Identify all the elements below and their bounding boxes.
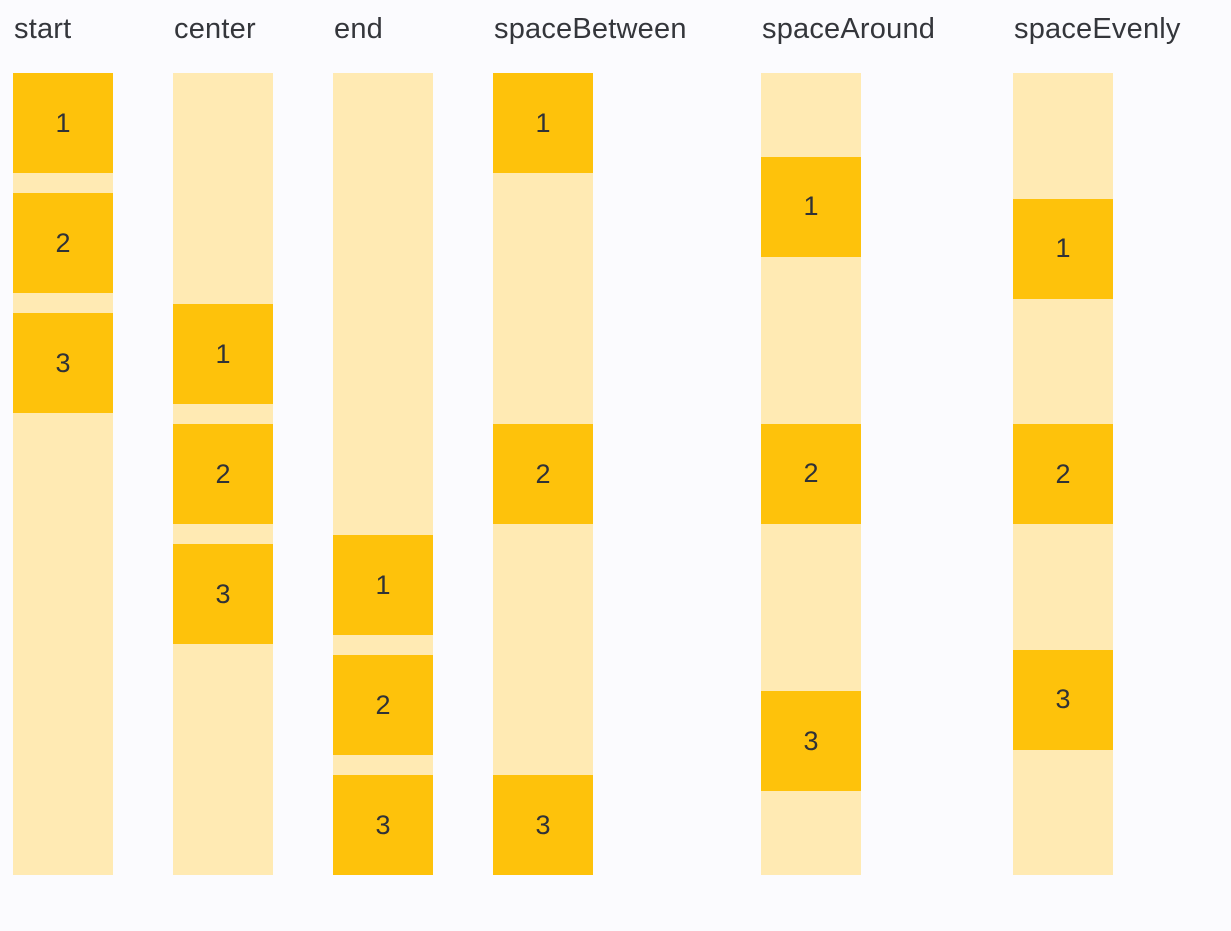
column-end: end 1 2 3 [333,0,433,880]
flex-item: 3 [761,691,861,792]
flex-item: 1 [1013,198,1113,299]
flex-item-number: 3 [1055,684,1071,714]
flex-track-center: 1 2 3 [173,73,273,875]
flex-item: 3 [333,775,433,875]
flex-item-number: 1 [535,107,551,138]
flex-item-number: 3 [803,725,819,756]
column-space-evenly: spaceEvenly 1 2 3 [1013,0,1180,880]
flex-track-start: 1 2 3 [13,73,113,875]
flex-item: 2 [761,423,861,524]
flex-item: 3 [173,544,273,644]
flex-item: 3 [13,313,113,413]
flex-item: 1 [333,535,433,635]
column-label: end [334,13,383,45]
flex-item-number: 2 [215,458,231,489]
column-label: spaceBetween [494,13,687,45]
flex-item-number: 2 [375,689,391,720]
flex-track-end: 1 2 3 [333,73,433,875]
flex-track-space-between: 1 2 3 [493,73,593,875]
column-label: center [174,13,256,45]
flex-item-number: 1 [1055,233,1071,263]
flex-item-number: 3 [375,809,391,840]
column-start: start 1 2 3 [13,0,113,880]
flex-item: 2 [13,193,113,293]
flex-item-number: 3 [55,347,71,378]
flex-item-number: 1 [55,107,71,138]
column-center: center 1 2 3 [173,0,273,880]
flex-item-number: 2 [1055,458,1071,489]
column-label: start [14,13,72,45]
flex-track-space-around: 1 2 3 [761,73,861,875]
flex-item-number: 2 [535,458,551,489]
flex-item-number: 3 [535,809,551,840]
flex-item-number: 2 [803,458,819,489]
flex-item: 1 [13,73,113,173]
column-space-between: spaceBetween 1 2 3 [493,0,686,880]
flex-item: 1 [173,304,273,404]
flex-item-number: 2 [55,227,71,258]
column-label: spaceAround [762,13,936,45]
flex-item: 2 [1013,424,1113,524]
flex-item-number: 1 [215,338,231,369]
flex-item: 3 [1013,649,1113,750]
column-space-around: spaceAround 1 2 3 [761,0,935,880]
column-label: spaceEvenly [1014,13,1181,45]
flex-item-number: 1 [803,191,819,222]
flex-item: 2 [173,424,273,524]
flex-track-space-evenly: 1 2 3 [1013,73,1113,875]
flex-item: 2 [493,424,593,524]
flex-item: 2 [333,655,433,755]
flex-item-number: 3 [215,578,231,609]
flex-item: 3 [493,775,593,875]
flex-item-number: 1 [375,569,391,600]
flex-item: 1 [761,156,861,257]
flex-item: 1 [493,73,593,173]
